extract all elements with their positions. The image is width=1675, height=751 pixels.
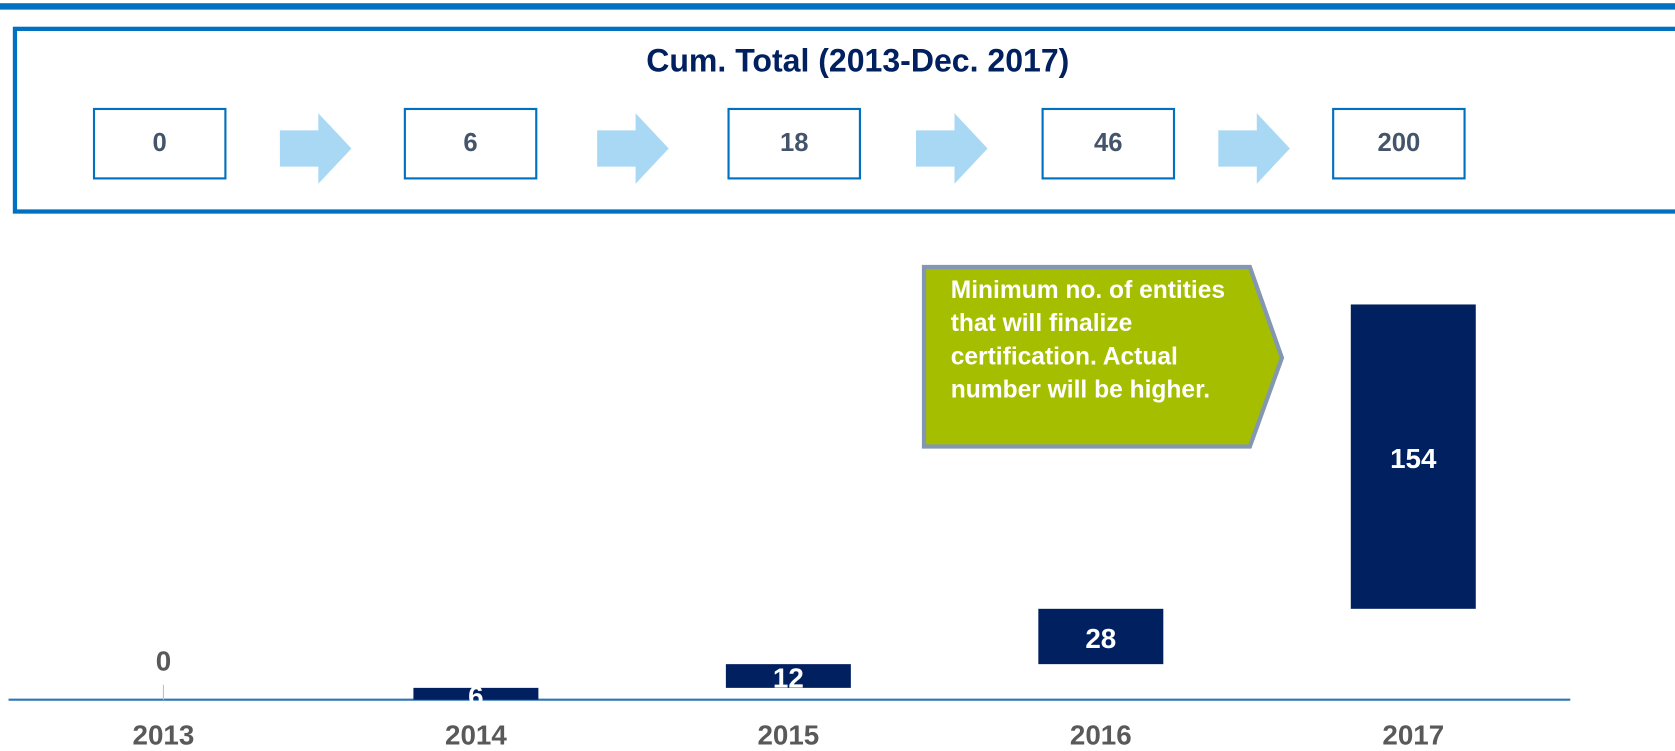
arrow [916,113,988,184]
value-label: 12 [773,663,804,694]
bar [725,664,851,688]
arrow [597,113,669,184]
bar [1350,304,1476,609]
cumulative-box [403,107,538,180]
x-tick-label: 2014 [445,719,507,750]
value-label: 154 [1390,443,1437,474]
cumulative-value: 18 [780,129,809,157]
x-tick-label: 2013 [133,719,195,750]
cumulative-box [1332,107,1466,180]
cumulative-panel [12,26,1675,214]
value-label: 6 [468,680,483,711]
cumulative-value: 0 [153,129,167,157]
cumulative-title: Cum. Total (2013-Dec. 2017) [646,42,1069,78]
cumulative-value: 6 [463,129,477,157]
cumulative-box [727,107,862,180]
x-tick-label: 2015 [757,719,819,750]
bar [413,687,539,700]
callout-box: Minimum no. of entities that will finali… [950,275,1226,403]
x-tick-label: 2016 [1070,719,1132,750]
x-tick-label: 2017 [1382,719,1444,750]
value-label: 28 [1085,623,1116,654]
arrow [1218,113,1290,184]
callout-text: Minimum no. of entities that will finali… [950,275,1226,403]
cumulative-value: 46 [1094,129,1123,157]
cumulative-box [1041,107,1176,180]
cumulative-box [92,107,227,180]
cumulative-value: 200 [1377,129,1420,157]
bar [1038,608,1164,665]
top-rule [0,3,1675,10]
value-label: 0 [156,646,171,677]
arrow [279,113,352,184]
callout [921,264,1285,449]
